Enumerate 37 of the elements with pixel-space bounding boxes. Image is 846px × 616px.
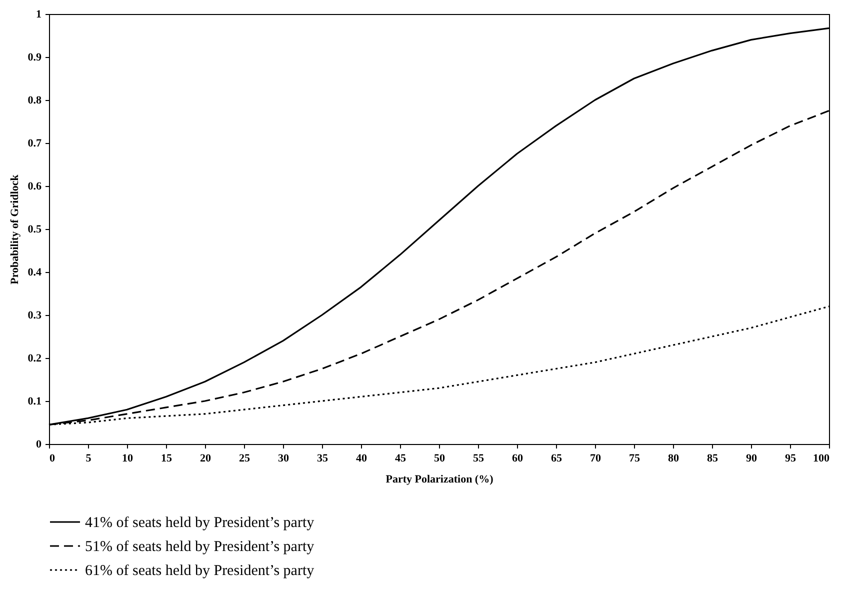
y-tick-label: 0 (36, 438, 42, 450)
y-tick-label: 1 (36, 8, 42, 20)
y-tick-label: 0.2 (28, 352, 42, 364)
x-tick-label: 75 (629, 452, 640, 464)
x-tick-label: 30 (278, 452, 290, 464)
x-tick-label: 60 (512, 452, 524, 464)
x-tick-label: 0 (50, 452, 56, 464)
x-tick-label: 50 (434, 452, 446, 464)
y-tick-label: 0.6 (28, 180, 42, 192)
x-tick-label: 25 (239, 452, 250, 464)
legend-label: 51% of seats held by President’s party (85, 539, 315, 555)
legend-label: 41% of seats held by President’s party (85, 515, 315, 531)
x-axis-title: Party Polarization (%) (386, 474, 494, 486)
x-tick-label: 85 (707, 452, 718, 464)
x-tick-label: 15 (161, 452, 172, 464)
x-tick-label: 80 (668, 452, 680, 464)
legend-label: 61% of seats held by President’s party (85, 563, 315, 579)
x-tick-label: 35 (317, 452, 328, 464)
y-tick-label: 0.7 (28, 138, 42, 150)
y-tick-label: 0.9 (28, 52, 42, 64)
x-tick-label: 70 (590, 452, 602, 464)
y-axis-title: Probability of Gridlock (8, 174, 21, 284)
x-tick-label: 65 (551, 452, 562, 464)
x-tick-label: 95 (785, 452, 796, 464)
y-tick-label: 0.5 (28, 224, 42, 236)
y-tick-label: 0.1 (28, 396, 42, 408)
x-tick-label: 10 (122, 452, 134, 464)
x-tick-label: 55 (473, 452, 484, 464)
y-tick-label: 0.8 (28, 94, 42, 106)
x-tick-label: 20 (200, 452, 212, 464)
x-tick-label: 45 (395, 452, 406, 464)
x-tick-label: 100 (813, 452, 830, 464)
x-tick-label: 40 (356, 452, 368, 464)
y-tick-label: 0.4 (28, 266, 42, 278)
y-tick-label: 0.3 (28, 310, 42, 322)
x-tick-label: 5 (86, 452, 92, 464)
x-tick-label: 90 (746, 452, 758, 464)
